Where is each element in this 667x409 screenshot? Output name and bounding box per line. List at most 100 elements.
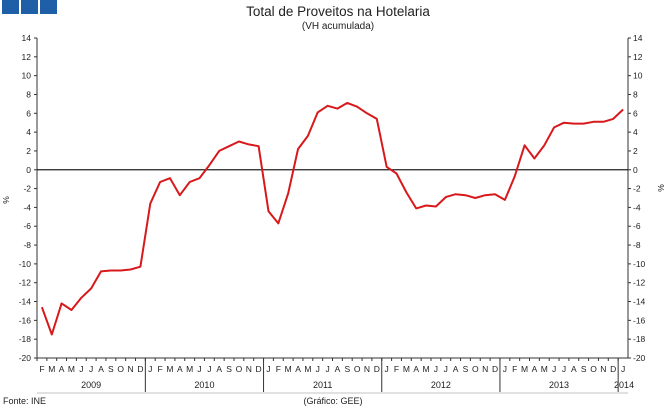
x-month-label: M <box>403 364 410 374</box>
x-month-label: J <box>434 364 438 374</box>
x-month-label: M <box>521 364 528 374</box>
x-month-label: M <box>423 364 430 374</box>
y-tick-label-right: -10 <box>633 259 646 269</box>
y-axis-label-right: % <box>656 184 666 192</box>
x-year-label: 2012 <box>431 380 451 390</box>
x-month-label: N <box>482 364 488 374</box>
x-month-label: M <box>48 364 55 374</box>
y-tick-label-left: -6 <box>23 221 31 231</box>
x-month-label: N <box>364 364 370 374</box>
y-tick-label-left: -14 <box>19 297 32 307</box>
x-month-label: O <box>236 364 243 374</box>
x-month-label: J <box>79 364 83 374</box>
x-month-label: J <box>503 364 507 374</box>
y-tick-label-right: -8 <box>633 240 641 250</box>
chart-title: Total de Proveitos na Hotelaria <box>246 4 430 19</box>
y-axis-label-left: % <box>1 196 11 204</box>
x-month-label: J <box>207 364 211 374</box>
x-month-label: A <box>216 364 222 374</box>
x-month-label: F <box>158 364 163 374</box>
x-month-label: J <box>562 364 566 374</box>
x-month-label: J <box>89 364 93 374</box>
y-tick-label-left: -4 <box>23 202 31 212</box>
logo-square <box>40 0 57 14</box>
y-tick-label-right: 6 <box>633 108 638 118</box>
y-tick-label-left: 6 <box>26 108 31 118</box>
y-tick-label-left: 8 <box>26 89 31 99</box>
x-month-label: O <box>472 364 479 374</box>
series-group <box>40 101 624 336</box>
x-month-label: D <box>137 364 143 374</box>
x-month-label: A <box>532 364 538 374</box>
x-month-label: S <box>463 364 469 374</box>
x-month-label: J <box>316 364 320 374</box>
source-note: Fonte: INE <box>3 396 46 406</box>
y-tick-label-right: 2 <box>633 146 638 156</box>
x-year-label: 2011 <box>313 380 332 390</box>
x-month-label: O <box>590 364 597 374</box>
x-month-label: N <box>600 364 606 374</box>
y-tick-label-right: -18 <box>633 334 646 344</box>
y-tick-label-left: -10 <box>19 259 32 269</box>
x-month-label: S <box>581 364 587 374</box>
chart-subtitle: (VH acumulada) <box>302 21 374 32</box>
y-tick-label-right: -4 <box>633 202 641 212</box>
y-tick-label-right: 8 <box>633 89 638 99</box>
x-month-label: J <box>148 364 152 374</box>
y-tick-label-right: 10 <box>633 71 643 81</box>
y-tick-label-left: -2 <box>23 184 31 194</box>
logo <box>2 0 57 14</box>
y-tick-label-left: -16 <box>19 315 32 325</box>
x-month-label: A <box>453 364 459 374</box>
y-tick-label-left: -12 <box>19 278 32 288</box>
x-month-label: N <box>128 364 134 374</box>
y-tick-label-left: 12 <box>22 52 32 62</box>
logo-square <box>21 0 38 14</box>
y-tick-label-left: 2 <box>26 146 31 156</box>
x-month-label: J <box>621 364 625 374</box>
y-tick-label-right: -6 <box>633 221 641 231</box>
x-month-label: M <box>186 364 193 374</box>
y-tick-label-right: -2 <box>633 184 641 194</box>
x-month-label: F <box>39 364 44 374</box>
x-year-label: 2013 <box>549 380 569 390</box>
x-month-label: S <box>344 364 350 374</box>
x-month-label: M <box>166 364 173 374</box>
axes <box>36 38 629 394</box>
x-month-label: A <box>571 364 577 374</box>
y-tick-label-left: -8 <box>23 240 31 250</box>
x-year-label: 2014 <box>614 380 634 390</box>
y-tick-label-right: 0 <box>633 165 638 175</box>
x-year-label: 2009 <box>81 380 101 390</box>
y-tick-label-right: -14 <box>633 297 646 307</box>
x-month-label: J <box>444 364 448 374</box>
x-month-label: S <box>108 364 114 374</box>
y-tick-label-left: 0 <box>26 165 31 175</box>
y-tick-label-right: -12 <box>633 278 646 288</box>
y-tick-label-right: 12 <box>633 52 643 62</box>
y-ticks: 14 14 12 12 10 10 8 8 6 6 4 4 2 2 0 0 -2 -2 -4 -4 -6 -6 -8 -8 -1… <box>19 33 646 363</box>
x-month-label: A <box>177 364 183 374</box>
credit-note: (Gráfico: GEE) <box>303 396 362 406</box>
x-month-label: A <box>335 364 341 374</box>
x-month-label: A <box>413 364 419 374</box>
x-month-label: N <box>246 364 252 374</box>
y-tick-label-right: -16 <box>633 315 646 325</box>
x-month-label: D <box>492 364 498 374</box>
logo-square <box>2 0 19 14</box>
x-month-label: M <box>285 364 292 374</box>
x-month-label: A <box>59 364 65 374</box>
x-month-label: J <box>385 364 389 374</box>
y-tick-label-left: 14 <box>22 33 32 43</box>
x-month-label: M <box>541 364 548 374</box>
x-month-label: A <box>98 364 104 374</box>
x-month-label: J <box>266 364 270 374</box>
y-tick-label-right: -20 <box>633 353 646 363</box>
x-month-label: J <box>197 364 201 374</box>
x-month-label: D <box>610 364 616 374</box>
x-month-label: D <box>374 364 380 374</box>
x-month-label: A <box>295 364 301 374</box>
x-month-label: F <box>512 364 517 374</box>
